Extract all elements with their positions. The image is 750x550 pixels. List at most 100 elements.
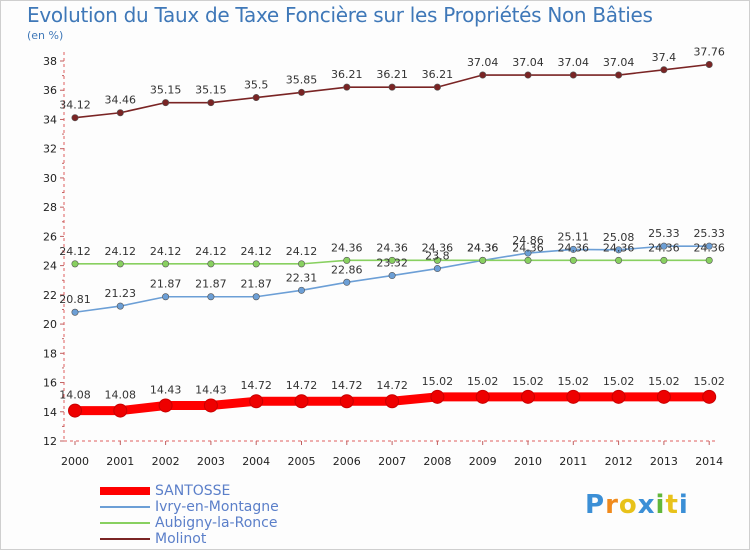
data-point	[294, 394, 309, 409]
logo-letter: i	[655, 490, 666, 520]
data-point	[660, 256, 668, 264]
y-tick-label: 22	[43, 289, 57, 302]
data-label: 35.5	[244, 79, 269, 92]
data-label: 37.04	[512, 56, 544, 69]
data-label: 22.31	[286, 271, 318, 284]
data-label: 20.81	[59, 293, 91, 306]
series-layer	[68, 61, 717, 418]
y-tick-label: 16	[43, 377, 57, 390]
data-label: 23.8	[425, 250, 450, 263]
data-label: 15.02	[467, 375, 499, 388]
proxiti-logo: Proxiti	[585, 490, 689, 520]
data-point	[433, 265, 441, 273]
axes: 12 14 16 18 20 22 24 26 28 30 32 34 36 38 2000 2001 2002…	[43, 52, 723, 468]
x-tick-label: 2008	[423, 455, 451, 468]
data-label: 37.4	[652, 51, 677, 64]
data-point	[566, 389, 581, 404]
data-label: 23.32	[376, 257, 408, 270]
data-label: 24.36	[512, 241, 544, 254]
data-point	[475, 389, 490, 404]
data-point	[660, 242, 668, 250]
data-label: 37.04	[467, 56, 499, 69]
data-label: 14.08	[105, 389, 137, 402]
data-point	[615, 246, 623, 254]
data-label: 14.72	[286, 379, 318, 392]
logo-letter: o	[618, 490, 638, 520]
data-point	[158, 398, 173, 413]
legend-label: Aubigny-la-Ronce	[155, 515, 278, 531]
y-tick-label: 18	[43, 347, 57, 360]
data-label: 14.43	[195, 383, 227, 396]
data-point	[207, 99, 215, 107]
y-tick-label: 26	[43, 230, 57, 243]
data-point	[343, 83, 351, 91]
data-point	[162, 260, 170, 268]
data-point	[521, 389, 535, 404]
data-point	[569, 245, 577, 253]
x-tick-label: 2000	[61, 455, 89, 468]
data-point	[116, 302, 124, 310]
data-label: 24.36	[693, 241, 725, 254]
data-label: 37.04	[558, 56, 590, 69]
data-point	[433, 256, 441, 264]
x-tick-label: 2005	[288, 455, 316, 468]
logo-letter: r	[605, 490, 619, 520]
data-point	[615, 71, 623, 79]
data-label: 15.02	[603, 375, 635, 388]
data-label: 35.15	[195, 84, 227, 97]
data-label: 14.72	[376, 379, 408, 392]
data-label: 37.04	[603, 56, 635, 69]
data-labels-layer: 14.08 14.08 14.43 14.43 14.72 14.72 14.72 14.72…	[59, 46, 725, 402]
data-point	[615, 256, 623, 264]
y-tick-label: 30	[43, 172, 57, 185]
data-label: 25.08	[603, 231, 635, 244]
data-point	[162, 293, 170, 301]
x-tick-label: 2004	[242, 455, 270, 468]
data-point	[524, 256, 532, 264]
y-tick-label: 36	[43, 84, 57, 97]
data-label: 24.36	[603, 241, 635, 254]
data-point	[339, 394, 354, 409]
data-point	[203, 398, 218, 413]
data-label: 25.33	[693, 227, 725, 240]
data-point	[705, 256, 713, 264]
data-point	[433, 83, 441, 91]
y-tick-label: 12	[43, 435, 57, 448]
data-point	[116, 260, 124, 268]
data-label: 25.33	[648, 227, 680, 240]
data-label: 14.08	[59, 389, 91, 402]
data-label: 14.43	[150, 383, 182, 396]
data-label: 24.36	[558, 241, 590, 254]
data-label: 35.15	[150, 84, 182, 97]
data-point	[113, 403, 128, 418]
data-label: 24.12	[105, 245, 137, 258]
x-tick-label: 2006	[333, 455, 361, 468]
data-point	[388, 272, 396, 280]
data-label: 21.87	[150, 278, 182, 291]
data-label: 34.12	[59, 99, 91, 112]
legend-swatch	[100, 487, 150, 495]
data-label: 25.11	[558, 230, 590, 243]
data-label: 14.72	[240, 379, 272, 392]
data-point	[249, 394, 264, 409]
x-tick-label: 2007	[378, 455, 406, 468]
x-tick-label: 2012	[605, 455, 633, 468]
y-tick-label: 28	[43, 201, 57, 214]
x-tick-label: 2011	[559, 455, 587, 468]
x-tick-label: 2010	[514, 455, 542, 468]
data-label: 14.72	[331, 379, 363, 392]
data-point	[660, 66, 668, 74]
data-point	[71, 308, 79, 316]
y-tick-label: 20	[43, 318, 57, 331]
data-point	[71, 260, 79, 268]
y-tick-label: 14	[43, 406, 57, 419]
data-label: 15.02	[422, 375, 454, 388]
data-point	[385, 394, 400, 409]
data-label: 36.21	[376, 68, 408, 81]
data-point	[68, 403, 82, 418]
logo-letter: P	[585, 490, 606, 520]
y-tick-label: 24	[43, 260, 57, 273]
legend-swatch	[100, 506, 150, 508]
data-label: 24.86	[512, 234, 544, 247]
